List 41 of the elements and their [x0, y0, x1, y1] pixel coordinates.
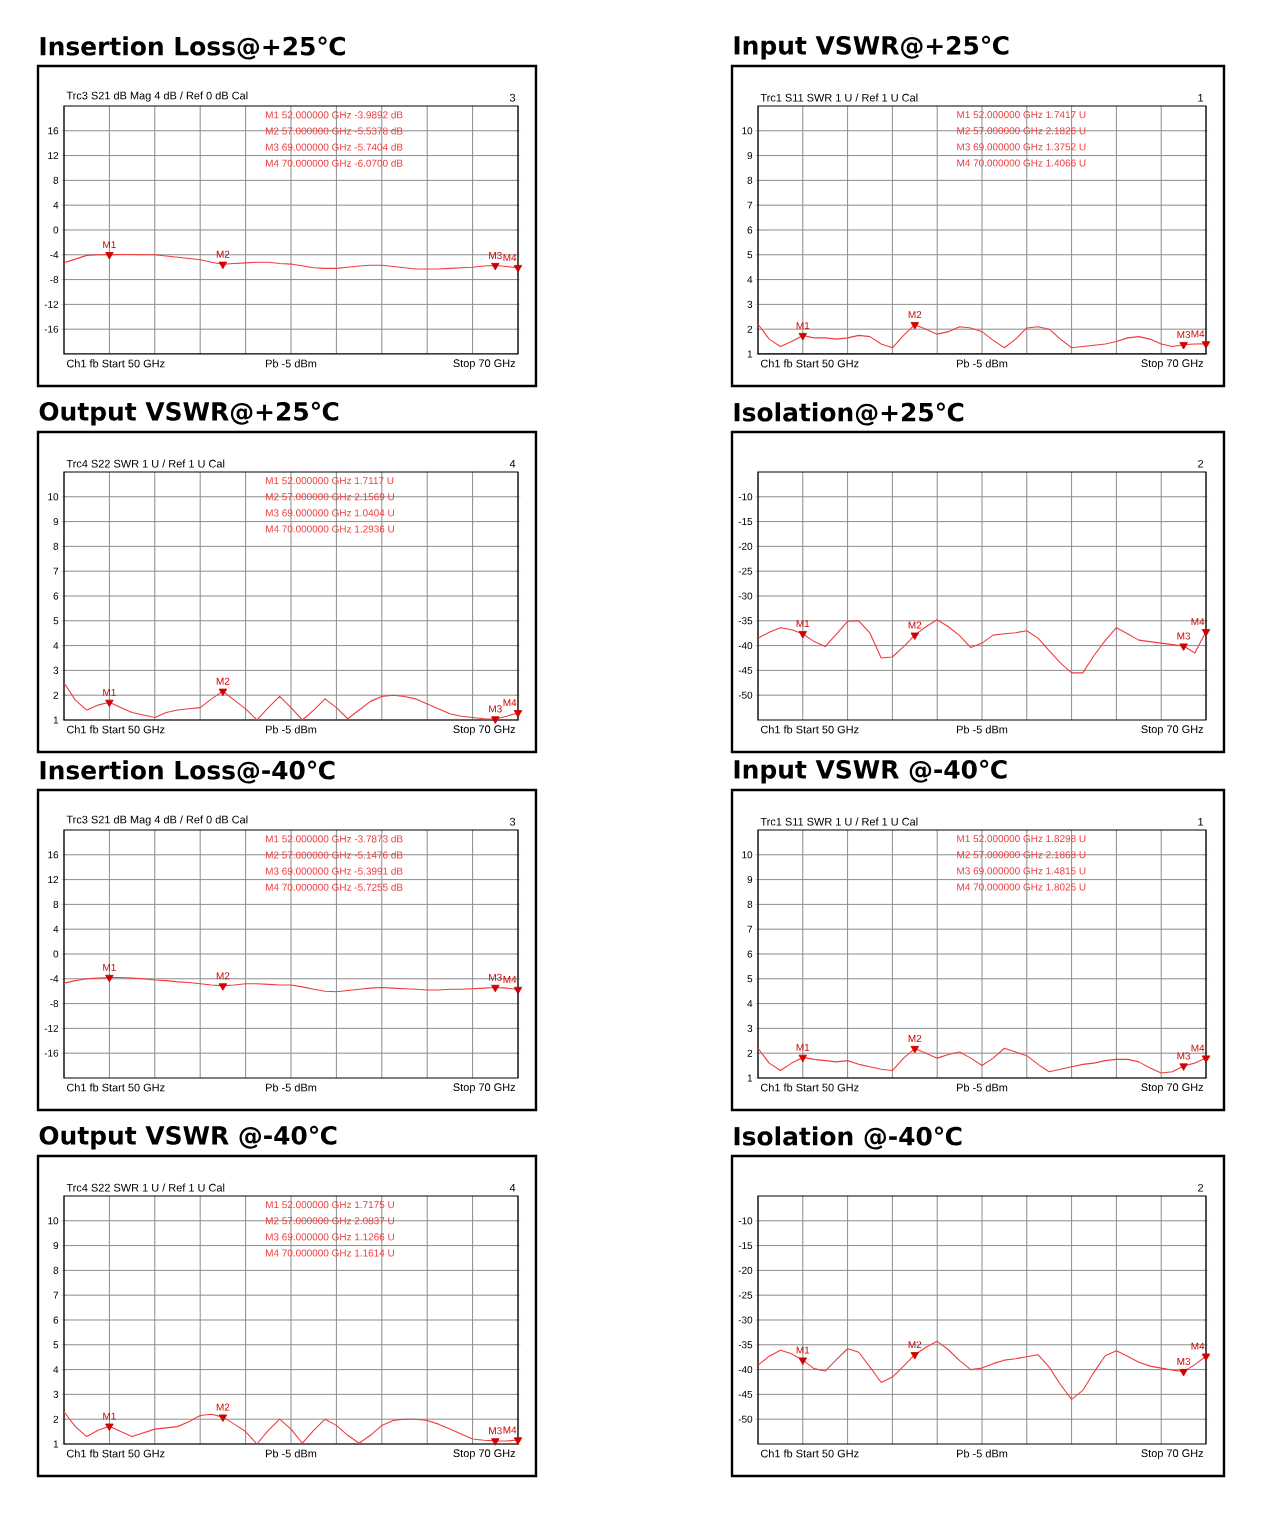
line-series	[757, 1340, 1207, 1400]
point	[798, 1357, 808, 1365]
point	[1179, 342, 1188, 350]
chart-title: Input VSWR@+25℃	[734, 35, 1009, 60]
point	[105, 699, 114, 708]
point	[1179, 1063, 1188, 1071]
point	[105, 1423, 114, 1431]
chart-title: Isolation @-40℃	[734, 1126, 962, 1150]
point	[491, 1438, 500, 1446]
point	[910, 1352, 920, 1360]
point	[1201, 341, 1211, 349]
point	[218, 688, 228, 697]
chart-title: Insertion Loss@-40℃	[40, 760, 335, 784]
point	[218, 983, 228, 991]
point	[910, 1045, 920, 1054]
point	[1201, 629, 1211, 637]
point	[798, 631, 808, 639]
point	[910, 322, 920, 330]
point	[1201, 1353, 1211, 1361]
point	[798, 332, 808, 341]
point	[218, 1414, 228, 1422]
chart-title: Insertion Loss@+25℃	[40, 36, 345, 60]
chart-title: Isolation@+25℃	[734, 402, 964, 426]
point	[105, 974, 114, 983]
point	[513, 265, 523, 273]
point	[910, 632, 920, 640]
point	[1179, 643, 1188, 651]
point	[491, 262, 500, 271]
point	[491, 984, 500, 993]
point	[513, 710, 523, 718]
chart-title: Input VSWR @-40℃	[734, 759, 1007, 784]
point	[1179, 1368, 1188, 1377]
point	[798, 1054, 808, 1063]
point	[105, 252, 114, 260]
chart-title: Output VSWR@+25℃	[39, 401, 339, 426]
point	[491, 716, 500, 724]
point	[513, 986, 523, 995]
point	[1201, 1055, 1211, 1063]
point	[513, 1437, 523, 1445]
chart-title: Output VSWR @-40℃	[39, 1125, 337, 1150]
point	[218, 261, 228, 270]
